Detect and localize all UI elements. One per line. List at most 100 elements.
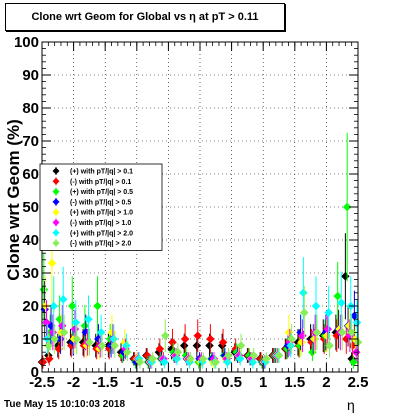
data-point: [193, 331, 203, 341]
data-point: [325, 341, 334, 350]
y-tick-label: 20: [22, 298, 39, 315]
x-tick-label: -0.5: [155, 374, 181, 391]
x-tick-label: -1: [130, 374, 143, 391]
data-point: [96, 328, 106, 337]
data-point: [299, 308, 309, 317]
data-point: [192, 341, 202, 350]
data-point: [205, 341, 214, 350]
data-point: [218, 337, 228, 347]
legend-marker: [52, 208, 60, 216]
data-point: [39, 285, 49, 294]
data-point: [324, 308, 334, 317]
data-point: [72, 334, 82, 344]
data-point: [333, 291, 343, 301]
data-point: [85, 337, 94, 347]
legend: (+) with pT/|q| > 0.1 (-) with pT/|q| > 0…: [39, 163, 163, 251]
y-tick-label: 0: [31, 364, 39, 381]
footer-timestamp: Tue May 15 10:10:03 2018: [4, 399, 126, 410]
data-point: [297, 337, 306, 347]
legend-marker: [52, 219, 60, 226]
data-point: [198, 354, 208, 364]
data-point: [159, 357, 169, 367]
data-point: [67, 301, 77, 311]
data-point: [122, 347, 132, 357]
y-axis-label: Clone wrt Geom (%): [4, 119, 23, 281]
y-tick-label: 100: [14, 34, 39, 51]
data-point: [47, 258, 57, 268]
data-point: [168, 337, 177, 347]
data-point: [342, 202, 352, 212]
x-axis-label: η: [347, 397, 355, 413]
data-point: [211, 357, 221, 367]
y-tick-label: 10: [22, 331, 39, 348]
legend-marker: [52, 239, 60, 247]
data-point: [58, 295, 68, 304]
legend-marker: [52, 188, 60, 196]
data-point: [249, 351, 259, 360]
data-point: [148, 354, 157, 364]
legend-entry: (+) with pT/|q| > 2.0: [70, 230, 133, 237]
data-point: [44, 354, 54, 364]
data-point: [323, 324, 333, 334]
data-point: [223, 357, 232, 367]
legend-marker: [52, 198, 60, 206]
y-tick-label: 80: [22, 100, 39, 117]
data-point: [299, 288, 308, 298]
y-tick-label: 70: [22, 133, 39, 150]
data-point: [42, 318, 51, 327]
data-point: [84, 314, 93, 324]
legend-entry: (+) with pT/|q| > 1.0: [70, 210, 133, 217]
axis-ticks: -2.5 -2 -1.5 -1 -0.5 0 0.5 1 1.5 2 2.5 0 10 20 30 40 50 6…: [14, 34, 368, 391]
data-point: [93, 301, 102, 311]
data-point: [287, 334, 296, 344]
data-point: [352, 318, 362, 327]
data-point: [71, 318, 81, 327]
y-tick-label: 60: [22, 166, 39, 183]
data-point: [179, 341, 189, 350]
legend-marker: [52, 177, 60, 185]
x-tick-label: 1.5: [284, 374, 305, 391]
data-point: [235, 354, 245, 364]
x-tick-label: 1: [259, 374, 267, 391]
data-point: [337, 328, 347, 337]
legend-marker: [52, 229, 60, 237]
x-tick-label: 2: [322, 374, 330, 391]
data-point: [336, 298, 346, 308]
data-series: [37, 132, 363, 369]
data-point: [236, 341, 246, 350]
data-point: [173, 347, 183, 357]
data-point: [80, 321, 90, 331]
data-point: [180, 334, 190, 344]
data-point: [135, 357, 145, 367]
y-tick-label: 50: [22, 199, 39, 216]
data-point: [59, 328, 69, 337]
data-point: [248, 357, 258, 367]
data-point: [274, 351, 284, 360]
y-tick-label: 40: [22, 232, 39, 249]
legend-box: [39, 163, 163, 251]
y-tick-label: 90: [22, 67, 39, 84]
x-tick-label: 0.5: [221, 374, 242, 391]
data-point: [347, 328, 357, 337]
data-point: [206, 334, 215, 344]
data-point: [50, 334, 59, 344]
data-point: [110, 341, 120, 350]
legend-marker: [52, 167, 60, 175]
legend-entry: (-) with pT/|q| > 2.0: [70, 241, 131, 248]
legend-entry: (-) with pT/|q| > 0.5: [70, 199, 131, 206]
legend-entry: (-) with pT/|q| > 0.1: [70, 179, 131, 186]
x-tick-label: 2.5: [348, 374, 369, 391]
x-tick-label: -1.5: [92, 374, 118, 391]
x-tick-label: 0: [196, 374, 204, 391]
data-point: [186, 354, 195, 364]
data-point: [311, 301, 321, 311]
data-point: [261, 354, 271, 364]
series-8: [43, 285, 363, 369]
legend-entry: (+) with pT/|q| > 0.1: [70, 169, 133, 176]
data-point: [224, 351, 233, 360]
x-tick-label: -2: [67, 374, 80, 391]
data-point: [312, 328, 322, 337]
data-point: [97, 341, 107, 350]
data-point: [160, 331, 170, 341]
